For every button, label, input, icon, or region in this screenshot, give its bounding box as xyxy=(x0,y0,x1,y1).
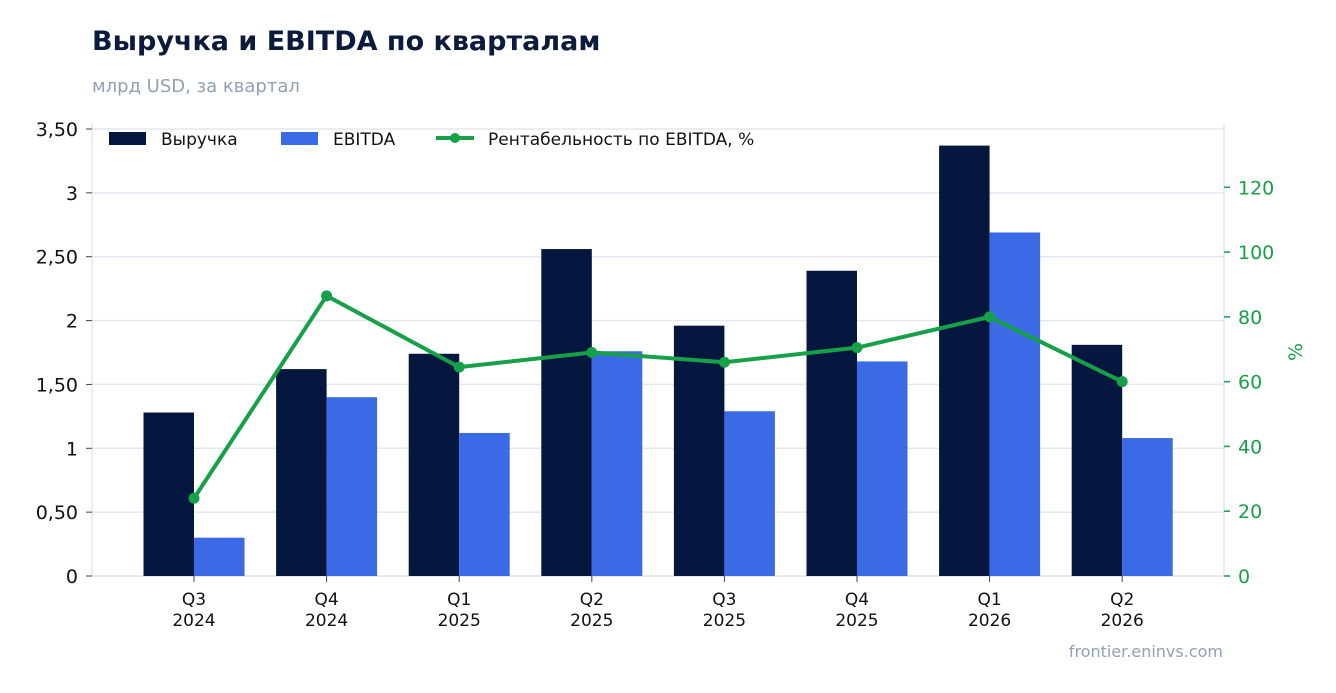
right-axis-label: % xyxy=(1285,343,1307,361)
legend-swatch-ebitda xyxy=(281,132,318,145)
right-tick-label: 20 xyxy=(1238,501,1262,523)
chart-subtitle: млрд USD, за квартал xyxy=(92,76,300,97)
x-tick-label-quarter: Q2 xyxy=(1110,590,1134,610)
x-tick-label-year: 2025 xyxy=(570,611,613,631)
margin-point xyxy=(718,356,730,368)
left-axis: 0 0,50 1 1,50 2 2,50 3 3,50 xyxy=(36,119,93,588)
bar-revenue xyxy=(541,249,592,576)
legend-swatch-revenue xyxy=(109,132,146,145)
bar-revenue xyxy=(673,325,725,576)
right-tick-label: 120 xyxy=(1238,177,1274,199)
bar-revenue xyxy=(276,369,327,576)
x-tick-label-quarter: Q4 xyxy=(845,590,869,610)
bar-ebitda xyxy=(989,232,1041,576)
bar-ebitda xyxy=(1122,438,1173,576)
bar-ebitda xyxy=(194,537,245,576)
x-tick-label-quarter: Q1 xyxy=(977,590,1001,610)
bar-revenue xyxy=(939,145,990,577)
bar-revenue xyxy=(408,353,460,576)
bar-revenue xyxy=(1071,344,1123,576)
left-tick-label: 0 xyxy=(66,566,78,588)
x-tick-label-year: 2024 xyxy=(172,611,215,631)
margin-point xyxy=(851,342,863,354)
left-tick-label: 3,50 xyxy=(36,119,78,141)
margin-line xyxy=(192,293,1124,500)
x-tick-label-year: 2024 xyxy=(305,611,348,631)
left-tick-label: 3 xyxy=(66,183,78,205)
x-tick-label-quarter: Q1 xyxy=(447,590,471,610)
x-tick-label-quarter: Q4 xyxy=(314,590,338,610)
right-tick-label: 0 xyxy=(1238,566,1250,588)
bar-ebitda xyxy=(857,361,908,576)
left-tick-label: 1 xyxy=(66,438,78,460)
margin-point xyxy=(188,492,200,504)
bars xyxy=(143,145,1173,577)
x-tick-label-quarter: Q3 xyxy=(182,590,206,610)
x-axis-labels: Q32024Q42024Q12025Q22025Q32025Q42025Q120… xyxy=(172,576,1144,631)
margin-point xyxy=(586,347,598,358)
x-tick-label-quarter: Q3 xyxy=(712,590,736,610)
legend-label-revenue: Выручка xyxy=(161,130,238,150)
right-axis: 0 20 40 60 80 100 120% xyxy=(1223,123,1307,588)
chart-title: Выручка и EBITDA по кварталам xyxy=(92,26,601,57)
legend: Выручка EBITDA Рентабельность по EBITDA, % xyxy=(109,130,754,150)
left-tick-label: 2,50 xyxy=(36,247,78,269)
bar-ebitda xyxy=(459,432,510,576)
bar-ebitda xyxy=(326,397,378,576)
x-tick-label-year: 2025 xyxy=(438,611,481,631)
right-tick-label: 60 xyxy=(1238,372,1262,394)
x-tick-label-quarter: Q2 xyxy=(580,590,604,610)
gridlines xyxy=(92,128,1224,577)
x-tick-label-year: 2025 xyxy=(835,611,878,631)
legend-label-ebitda: EBITDA xyxy=(333,130,396,150)
bar-revenue xyxy=(806,270,857,576)
margin-point xyxy=(321,290,333,302)
right-tick-label: 40 xyxy=(1238,436,1262,458)
bar-ebitda xyxy=(591,351,643,576)
source-credit: frontier.eninvs.com xyxy=(1068,642,1223,661)
bar-revenue xyxy=(143,412,194,576)
legend-swatch-margin-marker xyxy=(450,133,460,143)
left-tick-label: 1,50 xyxy=(36,374,78,396)
legend-label-margin: Рентабельность по EBITDA, % xyxy=(488,130,754,150)
x-tick-label-year: 2026 xyxy=(968,611,1011,631)
right-tick-label: 80 xyxy=(1238,307,1262,329)
margin-point xyxy=(453,361,465,373)
margin-point xyxy=(984,311,996,323)
x-tick-label-year: 2026 xyxy=(1101,611,1144,631)
x-tick-label-year: 2025 xyxy=(703,611,746,631)
right-tick-label: 100 xyxy=(1238,242,1274,264)
bar-ebitda xyxy=(724,411,775,576)
left-tick-label: 2 xyxy=(66,311,78,333)
margin-point xyxy=(1116,376,1128,388)
margin-line-group xyxy=(188,290,1128,504)
left-tick-label: 0,50 xyxy=(36,502,78,524)
